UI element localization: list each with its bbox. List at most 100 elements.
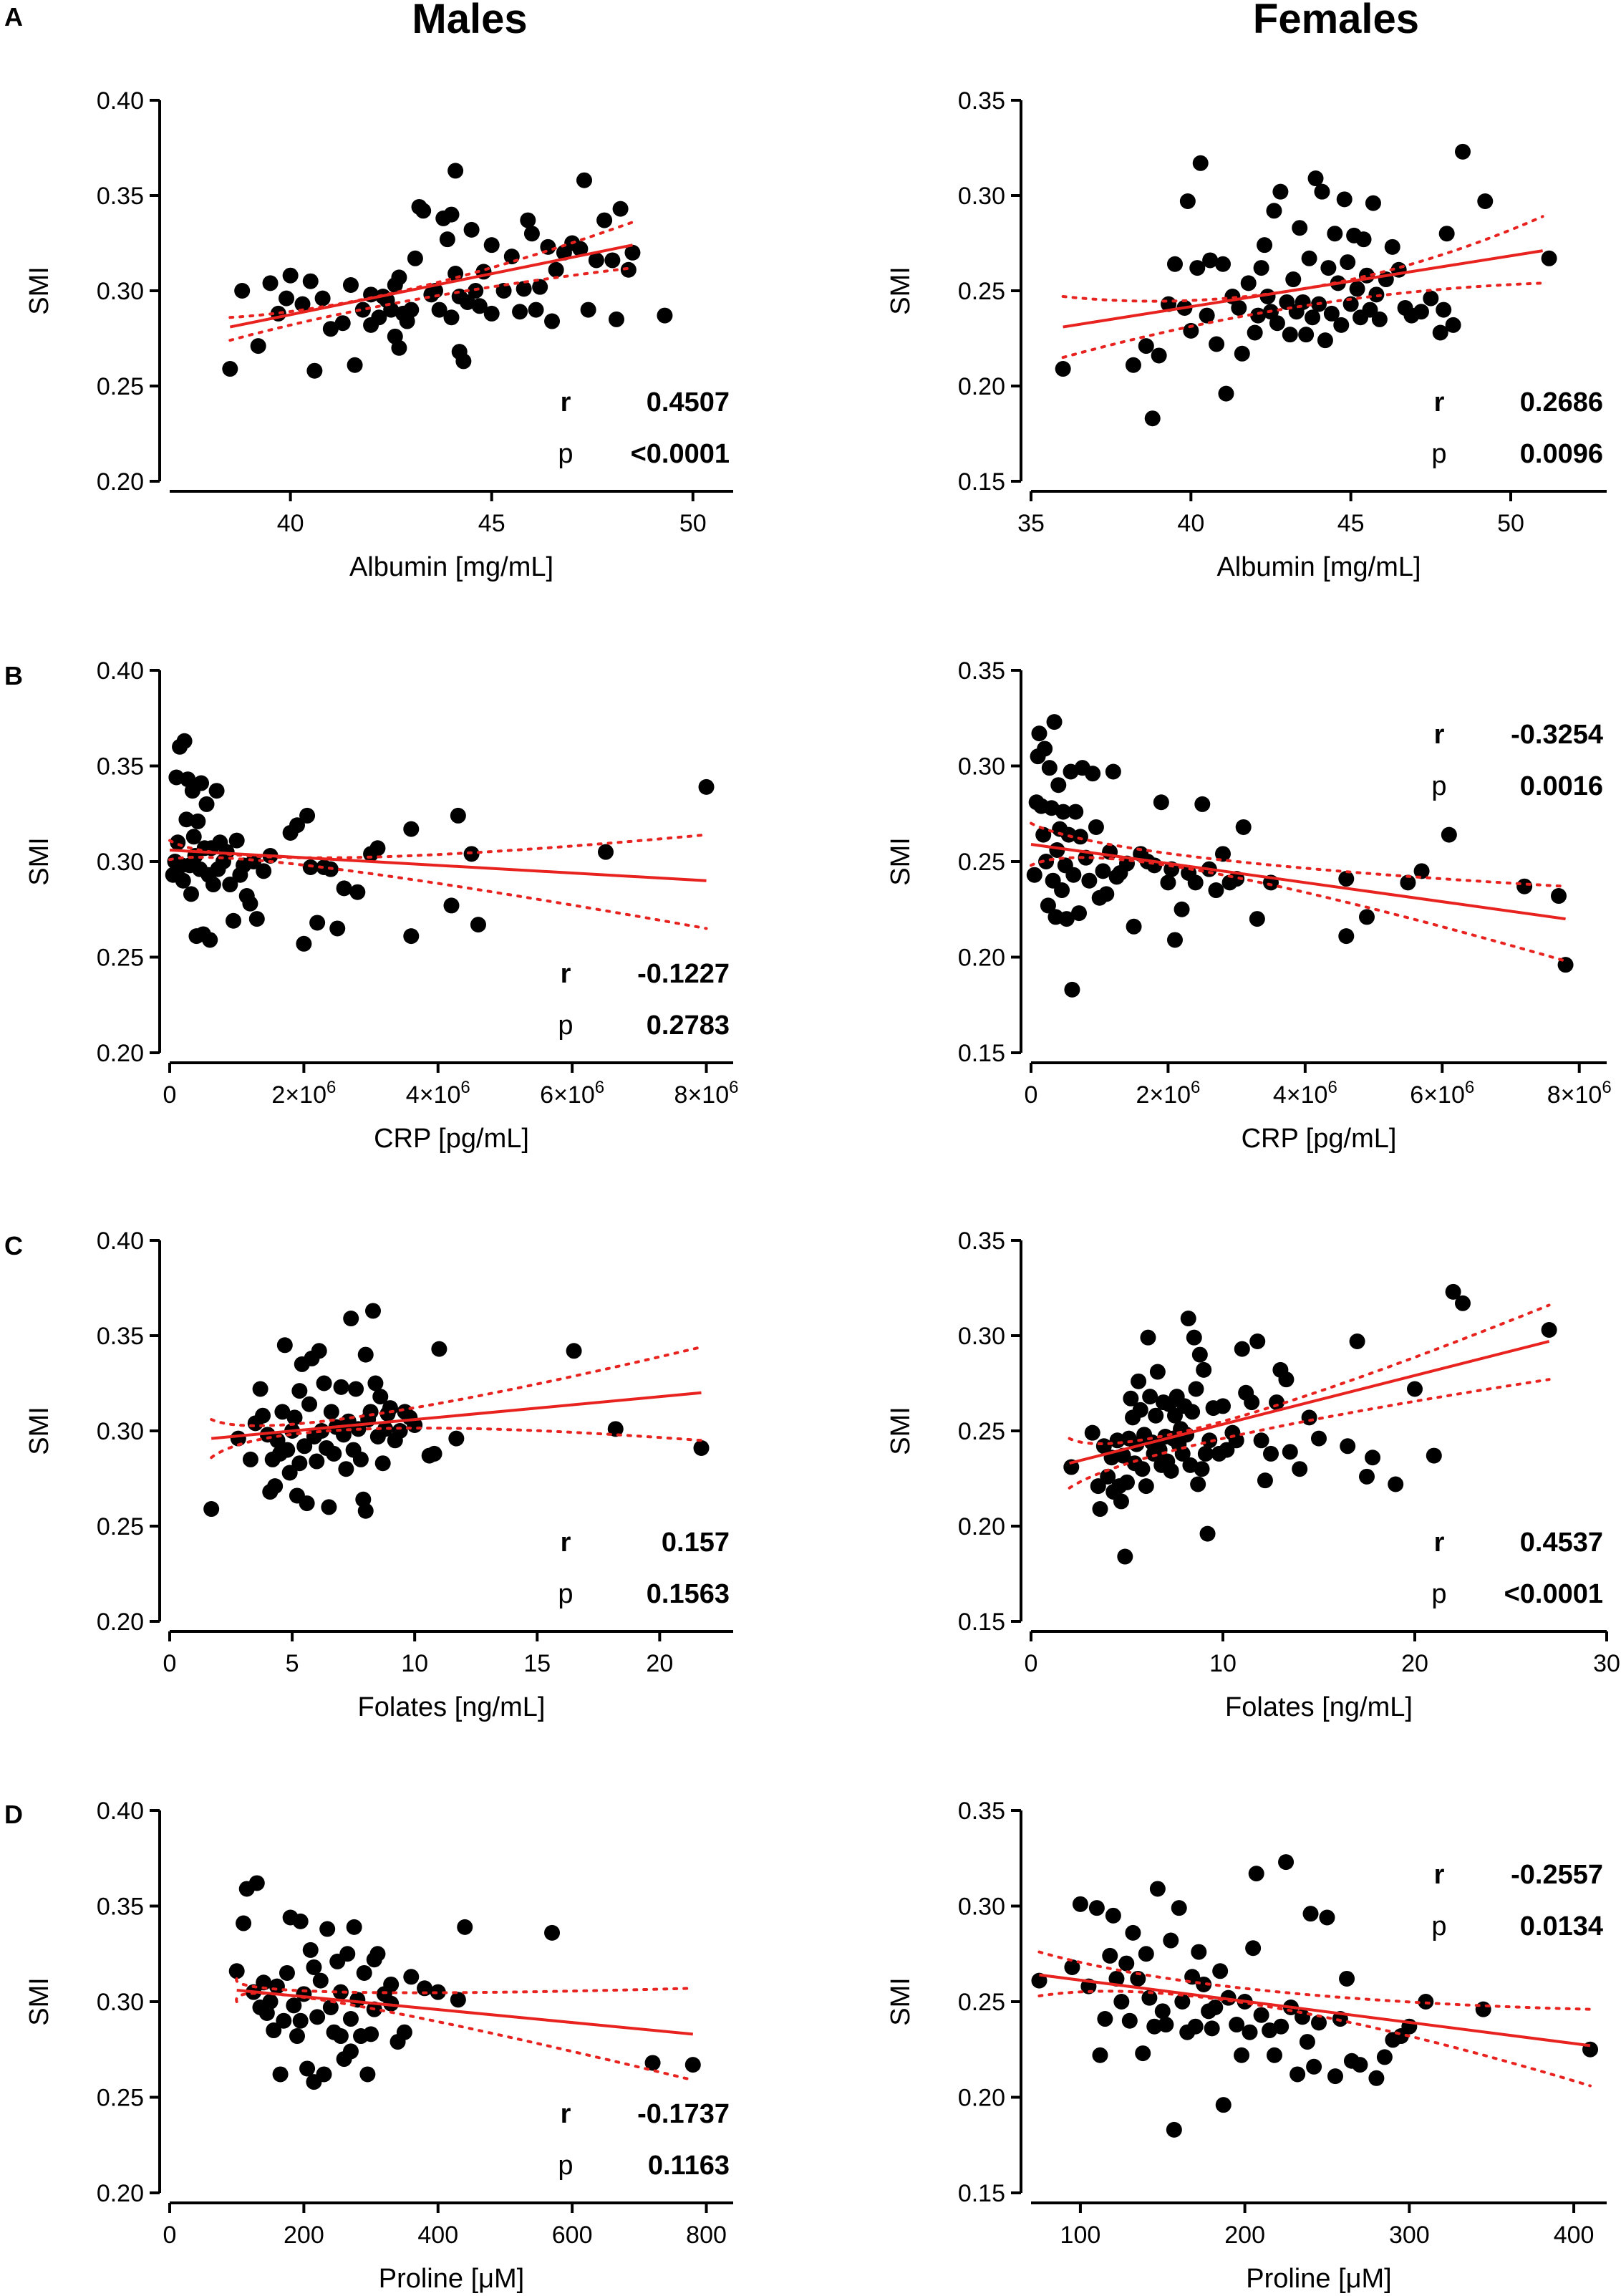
data-point [1426,1447,1442,1464]
y-tick-label: 0.20 [97,2180,144,2207]
x-tick-exponent: 6 [460,1078,470,1097]
data-point [415,203,432,219]
data-point [698,778,715,795]
stat-p-value: <0.0001 [1504,1579,1603,1609]
y-axis-label: SMI [24,837,54,886]
data-point [1068,804,1084,820]
data-point [176,733,193,749]
data-point [607,1421,624,1437]
x-axis-label: Albumin [mg/mL] [1216,552,1421,582]
chart-D-males: 0.20 0.25 0.30 0.35 0.40 0 200 400 600 800 Proline… [24,1798,733,2294]
confidence-band-upper [210,1345,703,1427]
data-point [1541,1322,1557,1338]
confidence-band-upper [1037,1950,1592,2011]
confidence-band-lower [228,266,634,342]
data-point [483,237,500,254]
data-point [242,895,258,912]
data-point [309,1453,325,1470]
data-point [1174,1445,1191,1462]
y-tick-label: 0.30 [97,849,144,876]
data-point [1445,317,1461,333]
x-tick-label: 200 [1224,2222,1265,2249]
data-point [292,2012,309,2029]
stat-r-value: -0.3254 [1511,720,1603,750]
data-point [1475,2001,1491,2017]
data-point [1253,260,1269,276]
data-point [1163,1932,1179,1949]
data-point [1244,1394,1260,1411]
x-tick-label: 100 [1060,2222,1101,2249]
data-point [471,298,488,314]
data-point [1384,238,1400,255]
data-point [1253,1432,1269,1449]
x-tick-label: 35 [1017,510,1045,537]
data-point [1130,1970,1146,1987]
data-point [314,290,331,307]
y-tick-label: 0.20 [958,1513,1005,1540]
x-tick-label: 0 [1025,1081,1038,1109]
x-tick-label: 40 [277,510,304,537]
data-point [1108,1970,1125,1987]
stat-p-label: p [558,439,573,469]
data-point [1192,155,1209,171]
data-point [1026,867,1042,883]
data-point [1131,1373,1147,1389]
y-tick-label: 0.40 [97,1798,144,1825]
regression-line [1039,1973,1591,2047]
data-point [306,362,323,379]
y-tick-label: 0.35 [97,1323,144,1350]
y-tick-label: 0.30 [97,1418,144,1445]
y-tick-label: 0.20 [97,1040,144,1067]
data-point [1187,2018,1204,2035]
data-point [294,296,311,312]
y-tick-label: 0.15 [958,468,1005,496]
x-tick-label: 2×106 [271,1078,336,1109]
data-point [1064,981,1080,998]
data-point [311,1343,327,1359]
data-point [367,1375,384,1391]
data-point [448,1430,465,1447]
data-point [1149,1364,1166,1380]
y-tick-label: 0.35 [958,657,1005,685]
stat-p-value: 0.1563 [647,1579,730,1609]
data-point [1273,2018,1289,2035]
data-point [326,1445,342,1462]
data-point [528,302,544,318]
data-point [1119,1474,1135,1490]
data-point [1040,897,1056,914]
data-point [1349,1333,1365,1349]
data-point [1266,2047,1282,2063]
x-axis-label: Proline [μM] [379,2264,525,2294]
data-point [1031,725,1047,742]
data-point [282,267,299,284]
data-point [548,261,564,278]
data-point [256,863,272,879]
data-point [1307,170,1324,187]
data-point [292,1913,309,1929]
data-point [597,844,614,860]
data-point [403,928,420,945]
data-point [371,309,387,326]
stat-r-label: r [1434,1528,1445,1558]
data-point [1355,231,1372,248]
data-point [359,2066,376,2083]
regression-line [169,848,707,882]
y-tick-label: 0.20 [97,468,144,496]
data-point [279,1442,296,1458]
data-point [319,1921,336,1937]
data-point [309,915,326,931]
data-point [1455,143,1471,160]
data-point [1212,1963,1229,1979]
chart-D-females: 0.15 0.20 0.25 0.30 0.35 100 200 300 400 Proline … [886,1798,1607,2294]
data-point [1132,1402,1148,1418]
stat-r-value: -0.1227 [637,959,730,989]
data-point [348,1381,364,1397]
data-point [620,261,637,278]
data-point [455,353,472,370]
data-point [377,1421,394,1437]
data-point [1292,220,1308,236]
data-point [1279,294,1295,310]
data-point [1071,905,1087,922]
data-point [1257,1472,1273,1489]
